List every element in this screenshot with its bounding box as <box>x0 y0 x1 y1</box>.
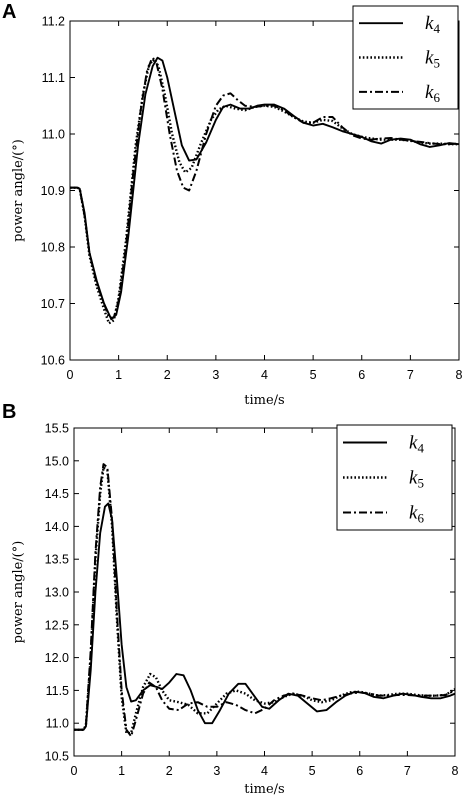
panel-b-y-tick-label: 14.0 <box>45 520 69 534</box>
panel-a-series-k5 <box>70 57 459 325</box>
panel-a-y-tick-label: 10.6 <box>41 354 65 368</box>
panel-b-x-axis-title: time/s <box>244 782 284 797</box>
panel-b-legend-label-base: k <box>409 503 418 524</box>
panel-b-legend-label-sub: 4 <box>417 441 424 456</box>
panel-b-y-tick-label: 15.5 <box>45 422 69 436</box>
panel-b-x-tick-label: 0 <box>71 764 78 778</box>
panel-b-legend-label-sub: 6 <box>417 511 424 526</box>
panel-b-x-tick-label: 3 <box>213 764 220 778</box>
panel-b-y-tick-label: 12.5 <box>45 618 69 632</box>
panel-a-y-tick-label: 11.1 <box>42 71 65 85</box>
panel-b-x-tick-label: 2 <box>166 764 173 778</box>
panel-a-y-tick-label: 10.7 <box>41 297 65 311</box>
panel-b-letter: B <box>2 401 16 423</box>
panel-a-legend-label-base: k <box>425 48 434 69</box>
panel-a-x-tick-label: 1 <box>115 368 122 382</box>
panel-a-letter: A <box>2 1 16 23</box>
panel-b-x-tick-label: 4 <box>261 764 268 778</box>
panel-a-x-tick-label: 2 <box>164 368 171 382</box>
panel-b-x-tick-label: 1 <box>118 764 125 778</box>
panel-b-y-tick-label: 11.0 <box>46 717 69 731</box>
panel-b-legend-label-base: k <box>409 468 418 489</box>
panel-b-y-tick-label: 13.0 <box>45 586 69 600</box>
panel-a-y-axis-title: power angle/(°) <box>11 139 26 242</box>
panel-a-legend-label-sub: 4 <box>433 21 440 36</box>
panel-b-x-tick-label: 8 <box>452 764 459 778</box>
panel-a-legend-label-sub: 6 <box>433 90 440 105</box>
panel-a-legend-label-base: k <box>425 13 434 34</box>
panel-a-legend-label-base: k <box>425 82 434 103</box>
panel-a-x-tick-label: 0 <box>67 368 74 382</box>
panel-b-legend-label-k5: k5 <box>409 468 424 491</box>
panel-b-y-tick-label: 11.5 <box>46 684 69 698</box>
panel-b-x-tick-label: 6 <box>356 764 363 778</box>
panel-b-legend-label-k4: k4 <box>409 433 424 456</box>
panel-b-y-tick-label: 14.5 <box>45 487 69 501</box>
panel-a-legend-label-k5: k5 <box>425 48 440 71</box>
panel-b-x-tick-label: 5 <box>309 764 316 778</box>
panel-a-y-tick-label: 10.8 <box>41 241 65 255</box>
panel-b-x-tick-label: 7 <box>404 764 411 778</box>
panel-b-series-k5 <box>74 466 455 735</box>
panel-a: A 0 1 2 3 4 5 6 7 8 10.6 10.7 10.8 10.9 11.0 11.1 11.2 ti… <box>2 1 463 408</box>
panel-a-x-axis-title: time/s <box>244 393 284 408</box>
panel-a-y-tick-label: 11.0 <box>42 128 65 142</box>
panel-a-x-tick-label: 5 <box>310 368 317 382</box>
panel-a-x-tick-label: 4 <box>261 368 268 382</box>
panel-b-y-tick-label: 12.0 <box>45 651 69 665</box>
panel-b-legend-box <box>336 424 453 531</box>
panel-b-legend-label-base: k <box>409 433 418 454</box>
panel-a-series-k6 <box>70 57 459 319</box>
panel-a-legend-label-sub: 5 <box>433 56 440 71</box>
panel-a-legend-label-k6: k6 <box>425 82 440 105</box>
panel-b: B 0 1 2 3 4 5 6 7 8 10.5 11.0 11.5 12.0 12.5 13.0 13.5 14… <box>2 401 459 797</box>
panel-a-x-tick-label: 7 <box>407 368 414 382</box>
panel-b-y-tick-label: 13.5 <box>45 553 69 567</box>
panel-b-y-tick-label: 10.5 <box>45 750 69 764</box>
panel-b-legend-label-k6: k6 <box>409 503 424 526</box>
panel-a-x-tick-label: 8 <box>456 368 463 382</box>
panel-a-y-tick-label: 10.9 <box>41 184 65 198</box>
panel-b-y-tick-label: 15.0 <box>45 454 69 468</box>
panel-b-series-k6 <box>74 463 455 738</box>
panel-a-x-tick-label: 3 <box>212 368 219 382</box>
panel-a-legend-box <box>352 5 459 110</box>
panel-a-x-tick-label: 6 <box>358 368 365 382</box>
panel-b-y-axis-title: power angle/(°) <box>11 541 26 644</box>
panel-b-legend-label-sub: 5 <box>417 476 424 491</box>
panel-a-y-tick-label: 11.2 <box>42 15 65 29</box>
panel-a-legend-label-k4: k4 <box>425 13 440 36</box>
